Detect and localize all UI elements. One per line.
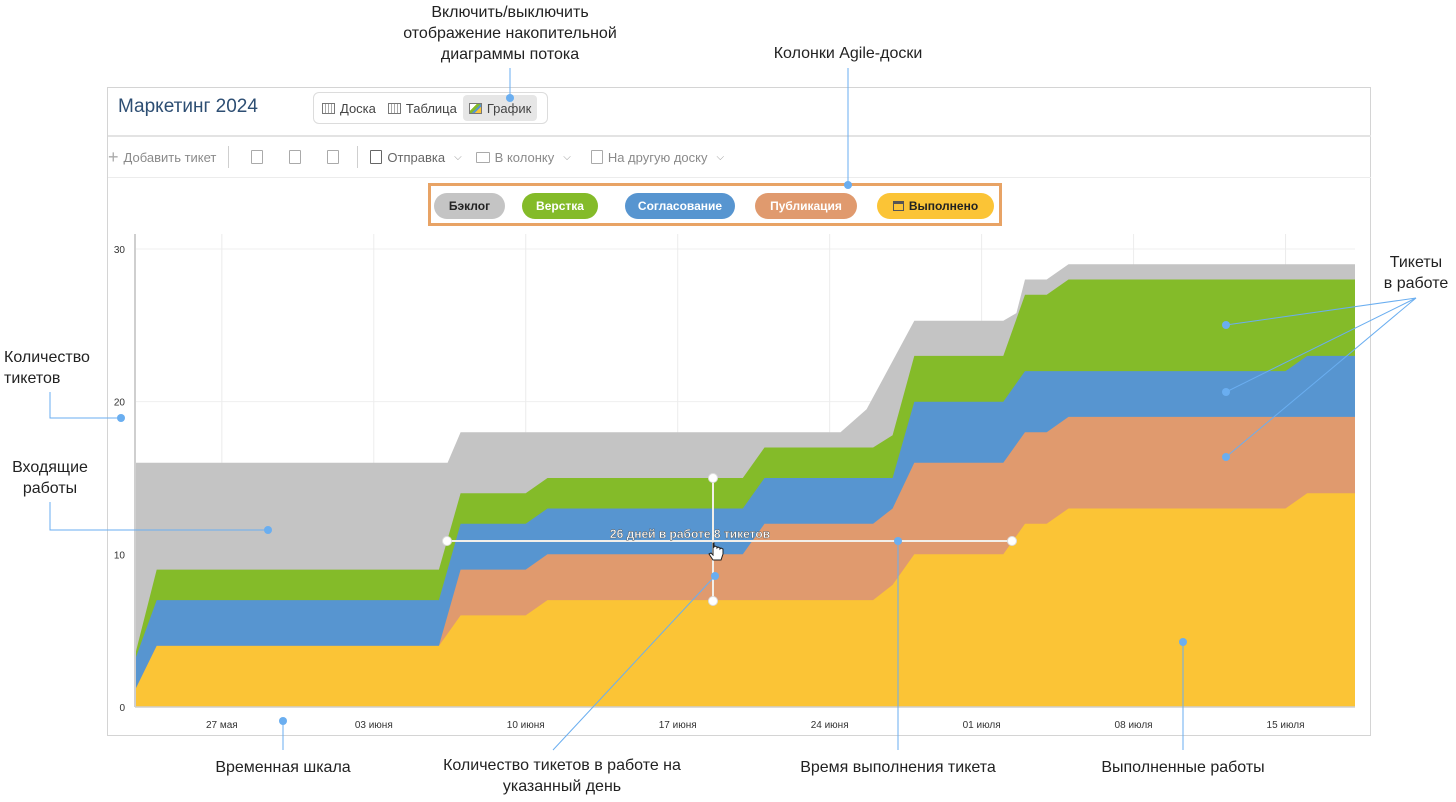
copy-icon (289, 150, 302, 164)
annotation-line: Количество тикетов в работе на (443, 757, 681, 774)
legend-label: Выполнено (908, 199, 979, 213)
annotation-toggle-chart: Включить/выключить отображение накопител… (380, 2, 640, 65)
wip-top-handle[interactable] (708, 473, 718, 483)
legend-done[interactable]: Выполнено (877, 193, 994, 219)
legend-label: Бэклог (448, 199, 491, 213)
chevron-down-icon: ⌵ (716, 151, 725, 163)
annotation-ticket-count: Количество тикетов (4, 347, 90, 389)
plus-icon: + (108, 146, 119, 167)
chevron-down-icon: ⌵ (454, 151, 462, 163)
annotation-timeline: Временная шкала (215, 759, 351, 776)
lead-time-start-handle[interactable] (442, 536, 452, 546)
board-icon (322, 102, 335, 114)
annotation-line: Входящие (12, 459, 88, 476)
trash-icon (327, 150, 340, 164)
annotation-count-on-day: Количество тикетов в работе на указанный… (402, 755, 722, 797)
move-board-icon (590, 150, 603, 164)
annotation-line: тикетов (4, 370, 61, 387)
x-tick-label: 24 июня (811, 720, 849, 731)
legend-label: Верстка (536, 199, 584, 213)
add-ticket-label: Добавить тикет (123, 149, 217, 165)
x-tick-label: 03 июня (355, 720, 393, 731)
view-board-button[interactable]: Доска (316, 95, 382, 121)
annotation-in-progress: Тикеты в работе (1376, 252, 1456, 294)
legend-label: Публикация (770, 199, 842, 213)
toolbar-divider (108, 177, 1371, 178)
annotation-line: отображение накопительной (403, 25, 617, 42)
to-board-dropdown[interactable]: На другую доску ⌵ (590, 149, 725, 165)
x-tick-label: 17 июня (659, 720, 697, 731)
header-divider (108, 135, 1371, 137)
view-label: График (486, 100, 532, 116)
toolbar-separator (228, 146, 230, 168)
view-chart-button[interactable]: График (462, 95, 538, 121)
add-ticket-button[interactable]: + Добавить тикет (108, 147, 216, 168)
y-tick-label: 20 (114, 398, 126, 409)
area-series-4 (135, 493, 1355, 707)
view-table-button[interactable]: Таблица (382, 95, 463, 121)
to-column-dropdown[interactable]: В колонку ⌵ (475, 149, 571, 165)
annotation-line: в работе (1383, 275, 1449, 292)
hand-cursor-icon (708, 542, 724, 561)
to-board-label: На другую доску (607, 149, 708, 165)
legend-layout[interactable]: Верстка (522, 193, 598, 219)
annotation-lead-time: Время выполнения тикета (800, 759, 996, 776)
legend-publication[interactable]: Публикация (755, 193, 857, 219)
send-icon (370, 150, 383, 164)
legend-backlog[interactable]: Бэклог (434, 193, 505, 219)
annotation-line: диаграммы потока (440, 46, 580, 63)
x-tick-label: 27 мая (206, 720, 238, 731)
archive-icon (892, 201, 904, 211)
to-column-label: В колонку (494, 149, 555, 165)
view-label: Таблица (405, 100, 457, 116)
view-label: Доска (340, 100, 376, 116)
annotation-incoming: Входящие работы (4, 457, 96, 499)
x-tick-label: 15 июля (1267, 720, 1305, 731)
legend-label: Согласование (637, 199, 723, 213)
send-dropdown[interactable]: Отправка ⌵ (370, 149, 462, 165)
x-tick-label: 10 июня (507, 720, 545, 731)
wip-bottom-handle[interactable] (708, 596, 718, 606)
tooltip-text: 26 дней в работе 8 тикетов (610, 527, 770, 541)
callout-dots (117, 94, 1230, 725)
toolbar: + Добавить тикет Отправка ⌵ В колонку ⌵ На … (108, 146, 724, 168)
legend-approval[interactable]: Согласование (625, 193, 735, 219)
annotation-line: Количество (4, 349, 90, 366)
view-switcher: Доска Таблица График (313, 92, 548, 124)
delete-button[interactable] (327, 150, 340, 164)
annotation-line: Включить/выключить (431, 4, 589, 21)
board-title: Маркетинг 2024 (118, 96, 258, 117)
paste-icon (251, 150, 264, 164)
chevron-down-icon: ⌵ (563, 151, 571, 163)
x-tick-label: 01 июля (963, 720, 1001, 731)
chart-icon (468, 102, 482, 114)
paste-button[interactable] (251, 150, 264, 164)
board-panel (107, 87, 1371, 736)
callout-lines (49, 68, 1417, 751)
tooltip-overlay: 26 дней в работе 8 тикетов (442, 473, 1017, 606)
annotation-line: указанный день (502, 778, 622, 795)
lead-time-end-handle[interactable] (1007, 536, 1017, 546)
move-column-icon (475, 151, 490, 163)
table-icon (387, 102, 401, 114)
copy-button[interactable] (289, 150, 302, 164)
send-label: Отправка (387, 149, 446, 165)
legend-highlight-box (428, 183, 1002, 226)
toolbar-separator (357, 146, 359, 168)
x-tick-label: 08 июля (1115, 720, 1153, 731)
y-tick-label: 30 (114, 245, 126, 256)
annotation-columns: Колонки Agile-доски (773, 45, 923, 62)
annotation-done-work: Выполненные работы (1101, 759, 1265, 776)
annotation-line: Тикеты (1389, 254, 1443, 271)
y-tick-label: 0 (119, 703, 125, 714)
annotation-line: работы (22, 480, 78, 497)
y-tick-label: 10 (114, 550, 126, 561)
